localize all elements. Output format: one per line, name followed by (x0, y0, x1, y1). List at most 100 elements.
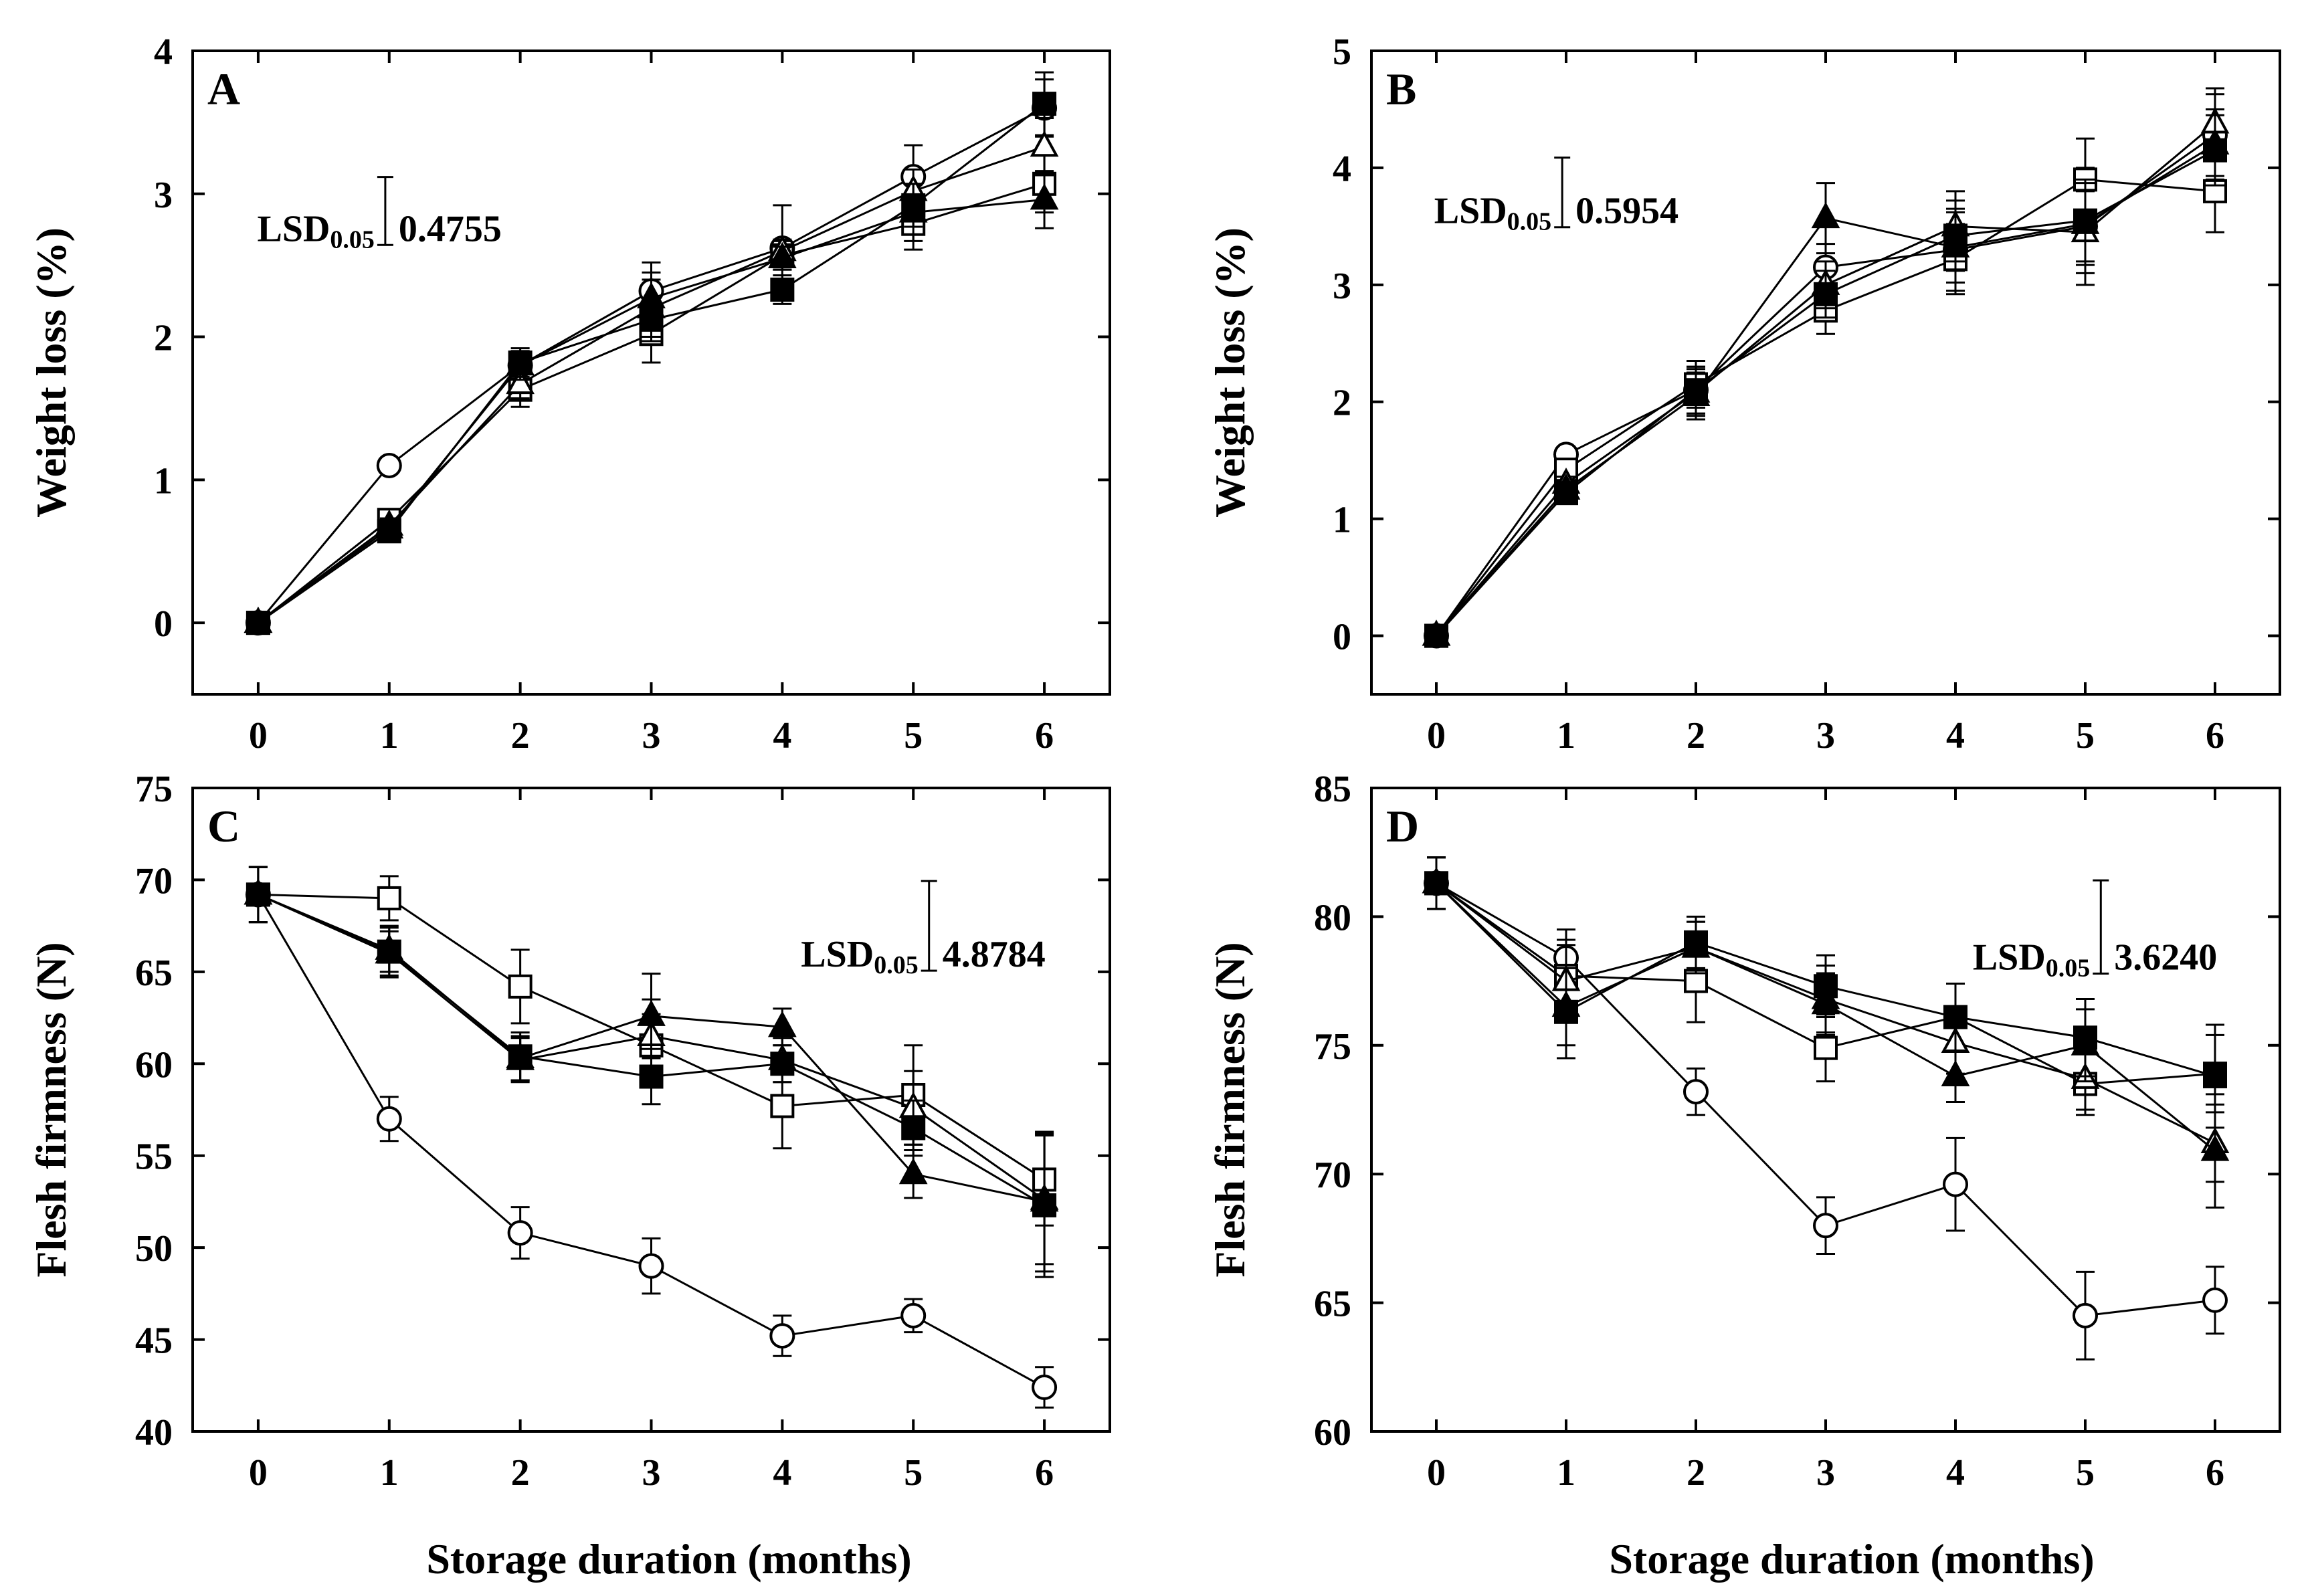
y-tick-label: 70 (1314, 1155, 1351, 1196)
x-axis-title-right: Storage duration (months) (1609, 1535, 2094, 1583)
data-point-square (639, 1064, 664, 1089)
x-tick-label: 0 (249, 1452, 268, 1494)
x-tick-label: 2 (1687, 715, 1705, 757)
data-point-square (1554, 999, 1578, 1024)
y-tick-label: 4 (1333, 148, 1351, 190)
lsd-value: 0.5954 (1575, 191, 1678, 232)
lsd-label-main: LSD (801, 934, 874, 975)
x-tick-label: 2 (511, 1452, 530, 1494)
data-point-square (1684, 378, 1708, 403)
data-point-square (377, 519, 401, 544)
data-point-circle (1813, 1213, 1838, 1239)
data-point-circle (769, 1323, 795, 1349)
data-point-triangle (1811, 201, 1840, 229)
data-point-square (2073, 208, 2097, 233)
data-point-square (1032, 92, 1057, 116)
lsd-label: LSD0.05 (257, 208, 374, 254)
data-point-triangle (767, 1011, 797, 1037)
y-tick-label: 60 (135, 1044, 173, 1086)
data-point-square (1554, 481, 1578, 506)
y-tick-label: 1 (1333, 500, 1351, 541)
panel-label: A (207, 64, 240, 114)
lsd-label-main: LSD (1973, 937, 2046, 979)
lsd-label-main: LSD (1434, 191, 1507, 232)
lsd-label-subscript: 0.05 (874, 951, 919, 979)
data-point-square (770, 1052, 795, 1076)
y-tick-label: 80 (1314, 897, 1351, 938)
lsd-label-subscript: 0.05 (1507, 208, 1552, 236)
x-tick-label: 3 (642, 715, 661, 757)
data-point-circle (376, 1106, 402, 1132)
series-filled-square (246, 71, 1057, 635)
lsd-label-main: LSD (257, 208, 330, 250)
data-point-circle (2073, 1302, 2098, 1328)
y-tick-label: 5 (1333, 31, 1351, 73)
data-point-square (1943, 1005, 1967, 1029)
data-point-square (1032, 1193, 1057, 1217)
x-tick-label: 1 (1557, 1452, 1575, 1494)
lsd-label: LSD0.05 (801, 934, 918, 979)
data-point-square (2203, 1064, 2227, 1088)
x-tick-label: 4 (773, 715, 791, 757)
y-tick-label: 2 (1333, 383, 1351, 424)
data-point-square (508, 974, 533, 999)
series-filled-square (1424, 856, 2227, 1129)
data-point-circle (900, 1302, 927, 1328)
data-point-triangle (1941, 1060, 1970, 1086)
y-tick-label: 2 (154, 318, 173, 359)
x-tick-label: 5 (2076, 1452, 2095, 1494)
y-tick-label: 4 (154, 31, 173, 73)
panel-b: 0 1 2 3 4 5 6 0 1 2 3 4 5 Weight loss (%) B LSD0.05 0.59… (1206, 31, 2281, 757)
x-tick-label: 0 (1427, 1452, 1446, 1494)
data-point-circle (1683, 1079, 1709, 1105)
data-point-square (1424, 871, 1448, 896)
x-tick-label: 4 (1946, 1452, 1965, 1494)
data-point-square (1814, 974, 1838, 999)
y-tick-label: 70 (135, 860, 173, 902)
data-point-square (2203, 138, 2227, 163)
y-tick-label: 1 (154, 460, 173, 502)
data-point-circle (1032, 1375, 1058, 1401)
x-tick-label: 4 (1946, 715, 1965, 757)
y-tick-label: 75 (1314, 1026, 1351, 1068)
data-point-square (770, 1094, 795, 1118)
data-point-triangle (898, 1158, 928, 1185)
series-filled-square (1424, 114, 2227, 648)
data-point-square (508, 1044, 533, 1069)
data-point-square (1814, 282, 1838, 306)
x-tick-label: 6 (1035, 715, 1054, 757)
y-tick-label: 0 (154, 603, 173, 645)
y-tick-label: 50 (135, 1228, 173, 1270)
x-tick-label: 0 (249, 715, 268, 757)
x-tick-label: 2 (511, 715, 530, 757)
data-point-square (246, 882, 270, 907)
x-tick-label: 6 (2206, 1452, 2224, 1494)
lsd-label: LSD0.05 (1434, 191, 1551, 236)
x-tick-label: 6 (2206, 715, 2224, 757)
lsd-value: 4.8784 (943, 934, 1046, 975)
data-point-square (2073, 1025, 2097, 1050)
y-tick-label: 0 (1333, 617, 1351, 658)
y-tick-label: 40 (135, 1412, 173, 1454)
data-point-triangle (767, 241, 797, 268)
y-tick-label: 65 (135, 953, 173, 994)
y-axis-title: Flesh firmness (N) (27, 942, 75, 1277)
lsd-label-subscript: 0.05 (330, 225, 375, 254)
y-tick-label: 45 (135, 1320, 173, 1362)
y-axis-title: Weight loss (%) (27, 227, 75, 518)
data-point-square (1814, 1035, 1838, 1060)
data-point-circle (376, 452, 402, 478)
data-point-square (377, 886, 401, 910)
data-point-triangle (2200, 1134, 2230, 1161)
data-point-square (901, 1116, 926, 1140)
data-point-circle (507, 1220, 533, 1246)
data-point-square (1424, 623, 1448, 648)
x-tick-label: 3 (1816, 1452, 1835, 1494)
lsd-label: LSD0.05 (1973, 937, 2090, 983)
data-point-circle (1943, 1171, 1968, 1197)
data-point-square (770, 278, 795, 302)
